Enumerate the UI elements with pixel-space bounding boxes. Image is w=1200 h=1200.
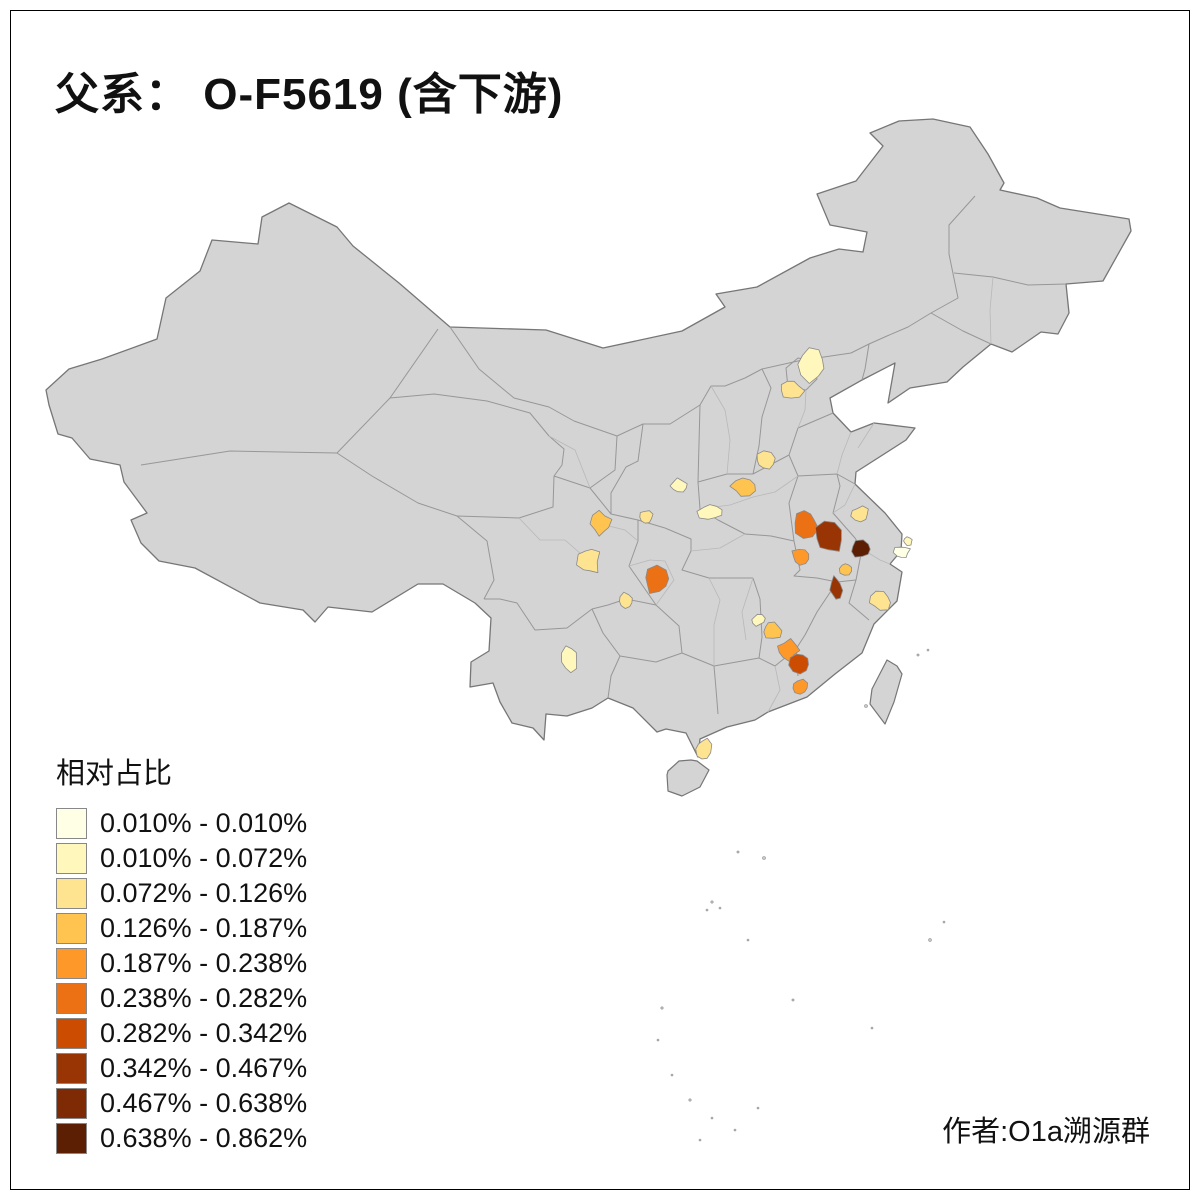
choropleth-region xyxy=(763,621,783,639)
page-title: 父系： O-F5619 (含下游) xyxy=(55,70,564,119)
legend-item: 0.282% - 0.342% xyxy=(56,1016,307,1051)
choropleth-region xyxy=(645,564,670,594)
choropleth-region xyxy=(794,510,819,539)
choropleth-region xyxy=(850,505,869,523)
taiwan-island xyxy=(869,659,903,725)
legend-item-label: 0.126% - 0.187% xyxy=(100,913,308,943)
choropleth-region xyxy=(851,539,871,558)
legend-item: 0.238% - 0.282% xyxy=(56,981,307,1016)
legend-swatch xyxy=(56,878,87,909)
legend-item-label: 0.187% - 0.238% xyxy=(100,948,308,978)
choropleth-regions xyxy=(561,347,913,760)
legend-item: 0.342% - 0.467% xyxy=(56,1051,307,1086)
mainland-outline xyxy=(45,118,1132,758)
legend-item: 0.187% - 0.238% xyxy=(56,946,307,981)
legend-item: 0.126% - 0.187% xyxy=(56,911,307,946)
legend-item: 0.072% - 0.126% xyxy=(56,876,307,911)
legend-item: 0.010% - 0.010% xyxy=(56,806,307,841)
choropleth-region xyxy=(756,450,776,470)
legend-rows: 0.010% - 0.010% 0.010% - 0.072% 0.072% - 0… xyxy=(56,806,307,1156)
legend-item-label: 0.010% - 0.010% xyxy=(100,808,308,838)
choropleth-region xyxy=(869,590,891,611)
choropleth-region xyxy=(619,591,633,609)
choropleth-region xyxy=(669,477,688,493)
choropleth-region xyxy=(780,380,806,399)
choropleth-region xyxy=(696,504,723,520)
choropleth-region xyxy=(751,613,766,627)
legend-item-label: 0.072% - 0.126% xyxy=(100,878,308,908)
choropleth-region xyxy=(695,737,713,760)
legend-swatch xyxy=(56,983,87,1014)
legend-swatch xyxy=(56,1088,87,1119)
prefecture-boundaries xyxy=(518,276,994,713)
author-credit: 作者:O1a溯源群 xyxy=(942,1116,1150,1148)
legend-item-label: 0.638% - 0.862% xyxy=(100,1123,308,1153)
legend-swatch xyxy=(56,1053,87,1084)
legend-item: 0.010% - 0.072% xyxy=(56,841,307,876)
legend-swatch xyxy=(56,1123,87,1154)
province-boundaries xyxy=(140,195,1067,715)
choropleth-region xyxy=(829,575,844,600)
legend-item-label: 0.467% - 0.638% xyxy=(100,1088,308,1118)
hainan-island xyxy=(666,759,710,797)
choropleth-region xyxy=(838,563,852,576)
legend-title: 相对占比 xyxy=(56,758,173,790)
legend-item-label: 0.010% - 0.072% xyxy=(100,843,308,873)
choropleth-region xyxy=(791,549,810,566)
choropleth-region xyxy=(589,509,613,537)
choropleth-region xyxy=(729,477,756,497)
sea-islands xyxy=(656,648,946,1142)
choropleth-region xyxy=(903,536,913,546)
legend-swatch xyxy=(56,808,87,839)
choropleth-region xyxy=(639,510,654,524)
choropleth-region xyxy=(892,546,911,558)
legend-swatch xyxy=(56,913,87,944)
choropleth-region xyxy=(814,520,842,552)
choropleth-region xyxy=(561,645,577,674)
legend-swatch xyxy=(56,948,87,979)
legend-item-label: 0.342% - 0.467% xyxy=(100,1053,308,1083)
choropleth-region xyxy=(788,653,809,675)
choropleth-region xyxy=(797,347,825,384)
legend-item-label: 0.282% - 0.342% xyxy=(100,1018,308,1048)
choropleth-region xyxy=(576,549,601,574)
legend: 相对占比 0.010% - 0.010% 0.010% - 0.072% 0.072… xyxy=(56,750,307,1156)
legend-item: 0.467% - 0.638% xyxy=(56,1086,307,1121)
choropleth-region xyxy=(792,678,808,695)
legend-item: 0.638% - 0.862% xyxy=(56,1121,307,1156)
legend-item-label: 0.238% - 0.282% xyxy=(100,983,308,1013)
legend-swatch xyxy=(56,1018,87,1049)
legend-swatch xyxy=(56,843,87,874)
